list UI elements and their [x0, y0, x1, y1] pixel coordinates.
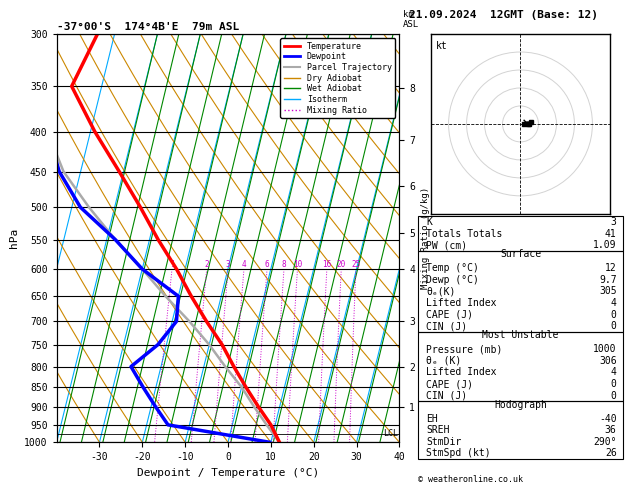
- Text: 16: 16: [322, 260, 331, 269]
- Text: 12: 12: [605, 263, 616, 273]
- Bar: [418, 251, 623, 332]
- Bar: [418, 216, 623, 251]
- Text: 41: 41: [605, 228, 616, 239]
- Text: © weatheronline.co.uk: © weatheronline.co.uk: [418, 474, 523, 484]
- Text: Surface: Surface: [500, 249, 541, 260]
- Text: -37°00'S  174°4B'E  79m ASL: -37°00'S 174°4B'E 79m ASL: [57, 22, 239, 32]
- Text: 305: 305: [599, 286, 616, 296]
- Text: km
ASL: km ASL: [403, 10, 419, 29]
- Text: Pressure (mb): Pressure (mb): [426, 345, 503, 354]
- Text: 4: 4: [611, 367, 616, 378]
- Text: 3: 3: [611, 217, 616, 227]
- Legend: Temperature, Dewpoint, Parcel Trajectory, Dry Adiobat, Wet Adiobat, Isotherm, Mi: Temperature, Dewpoint, Parcel Trajectory…: [281, 38, 395, 118]
- Text: 0: 0: [611, 310, 616, 320]
- Text: Temp (°C): Temp (°C): [426, 263, 479, 273]
- X-axis label: Dewpoint / Temperature (°C): Dewpoint / Temperature (°C): [137, 468, 319, 478]
- Text: CAPE (J): CAPE (J): [426, 310, 474, 320]
- Text: -40: -40: [599, 414, 616, 424]
- Text: 4: 4: [242, 260, 247, 269]
- Text: Lifted Index: Lifted Index: [426, 298, 497, 308]
- Text: Most Unstable: Most Unstable: [482, 330, 559, 341]
- Text: 10: 10: [293, 260, 302, 269]
- Text: 26: 26: [605, 449, 616, 458]
- Text: 20: 20: [337, 260, 346, 269]
- Text: 3: 3: [226, 260, 230, 269]
- Text: Dewp (°C): Dewp (°C): [426, 275, 479, 285]
- Text: StmSpd (kt): StmSpd (kt): [426, 449, 491, 458]
- Text: K: K: [426, 217, 432, 227]
- Bar: [418, 401, 623, 459]
- Text: 1000: 1000: [593, 345, 616, 354]
- Text: 2: 2: [204, 260, 209, 269]
- Text: Hodograph: Hodograph: [494, 400, 547, 410]
- Text: 4: 4: [611, 298, 616, 308]
- Text: SREH: SREH: [426, 425, 450, 435]
- Text: 25: 25: [352, 260, 360, 269]
- Text: 21.09.2024  12GMT (Base: 12): 21.09.2024 12GMT (Base: 12): [409, 10, 598, 20]
- Text: CIN (J): CIN (J): [426, 321, 467, 331]
- Text: 306: 306: [599, 356, 616, 366]
- Text: LCL: LCL: [383, 429, 398, 438]
- Text: θₑ(K): θₑ(K): [426, 286, 456, 296]
- Y-axis label: Mixing Ratio (g/kg): Mixing Ratio (g/kg): [421, 187, 430, 289]
- Text: θₑ (K): θₑ (K): [426, 356, 462, 366]
- Text: StmDir: StmDir: [426, 437, 462, 447]
- Text: 8: 8: [282, 260, 286, 269]
- Text: PW (cm): PW (cm): [426, 240, 467, 250]
- Text: 0: 0: [611, 391, 616, 400]
- Bar: [418, 332, 623, 401]
- Text: Lifted Index: Lifted Index: [426, 367, 497, 378]
- Text: EH: EH: [426, 414, 438, 424]
- Text: 6: 6: [265, 260, 269, 269]
- Text: 0: 0: [611, 321, 616, 331]
- Text: 36: 36: [605, 425, 616, 435]
- Text: 0: 0: [611, 379, 616, 389]
- Text: CIN (J): CIN (J): [426, 391, 467, 400]
- Text: 1.09: 1.09: [593, 240, 616, 250]
- Text: Totals Totals: Totals Totals: [426, 228, 503, 239]
- Text: CAPE (J): CAPE (J): [426, 379, 474, 389]
- Text: kt: kt: [436, 41, 448, 51]
- Text: 290°: 290°: [593, 437, 616, 447]
- Text: 9.7: 9.7: [599, 275, 616, 285]
- Y-axis label: hPa: hPa: [9, 228, 18, 248]
- Text: 1: 1: [170, 260, 174, 269]
